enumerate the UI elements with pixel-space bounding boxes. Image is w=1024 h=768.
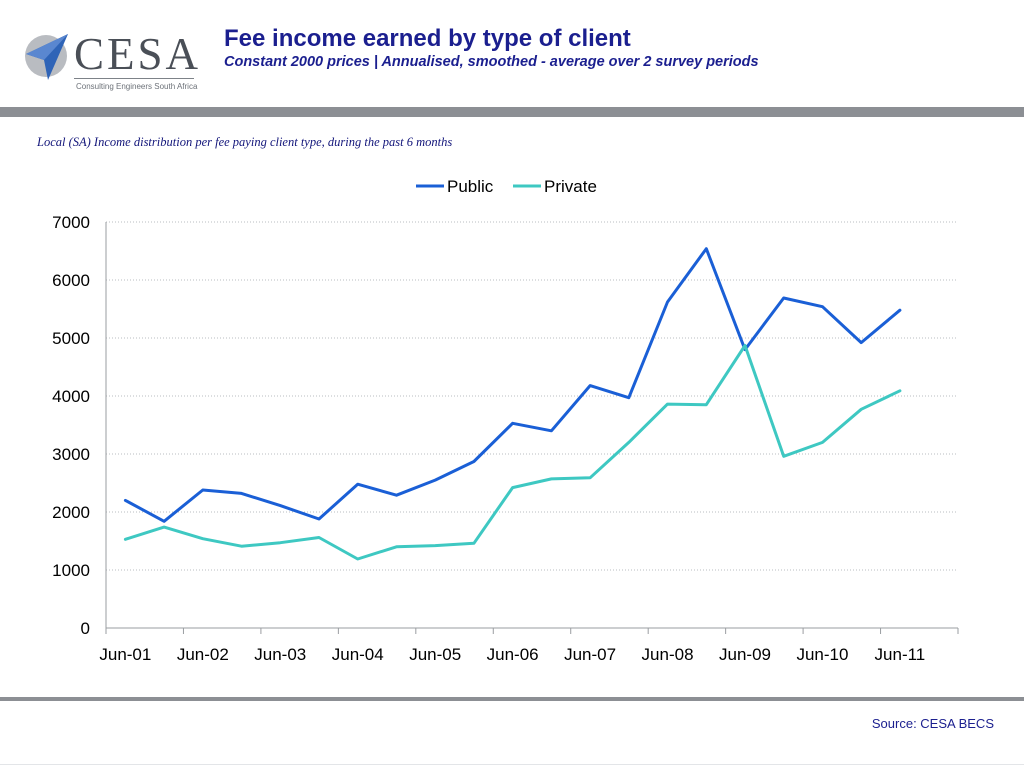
x-tick-label: Jun-06 [487,645,539,664]
logo-divider [74,78,194,79]
compass-star-icon [25,34,68,80]
x-tick-label: Jun-09 [719,645,771,664]
x-tick-label: Jun-01 [99,645,151,664]
page-subtitle: Constant 2000 prices | Annualised, smoot… [224,54,759,70]
y-tick-label: 3000 [52,445,90,464]
source-note: Source: CESA BECS [871,716,994,731]
x-tick-label: Jun-10 [796,645,848,664]
cesa-logo: CESA Consulting Engineers South Africa [22,28,198,94]
header-divider [0,107,1024,117]
y-tick-label: 5000 [52,329,90,348]
x-tick-label: Jun-04 [332,645,384,664]
x-tick-label: Jun-11 [875,645,926,664]
y-tick-label: 6000 [52,271,90,290]
x-tick-label: Jun-02 [177,645,229,664]
footer-rule [0,764,1024,765]
series-line-private [123,344,902,561]
x-tick-label: Jun-03 [254,645,306,664]
logo-tagline: Consulting Engineers South Africa [76,82,198,91]
y-tick-label: 7000 [52,213,90,232]
line-chart: 0 1000 2000 3000 4000 5000 6000 7000 Jun-01 Jun-0… [52,177,959,664]
y-tick-label: 4000 [52,387,90,406]
series-line-public [123,247,902,523]
x-tick-label: Jun-05 [409,645,461,664]
legend-label-public: Public [447,177,494,196]
y-tick-label: 0 [81,619,90,638]
logo-wordmark: CESA [74,29,202,79]
legend-label-private: Private [544,177,597,196]
x-tick-label: Jun-07 [564,645,616,664]
chart-caption: Local (SA) Income distribution per fee p… [37,135,453,149]
page-title: Fee income earned by type of client [224,25,631,52]
y-tick-label: 1000 [52,561,90,580]
x-tick-label: Jun-08 [642,645,694,664]
footer-divider [0,697,1024,701]
y-tick-label: 2000 [52,503,90,522]
